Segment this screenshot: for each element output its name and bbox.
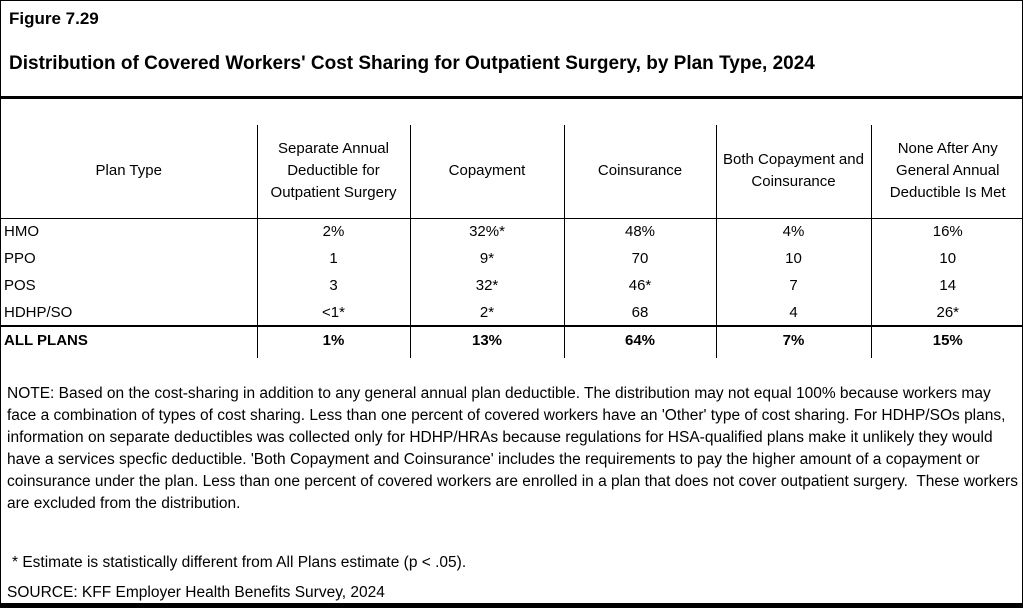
cost-sharing-table: Plan Type Separate Annual Deductible for…: [1, 125, 1022, 358]
table-row-hdhp-so: HDHP/SO <1* 2* 68 4 26*: [1, 299, 1022, 326]
table-tail-row: [1, 353, 1022, 358]
value-cell: 2%: [256, 218, 410, 245]
plan-type-cell: HMO: [4, 223, 39, 241]
value-cell: 32%*: [409, 218, 564, 245]
plan-type-cell: HDHP/SO: [4, 303, 73, 321]
table-row-hmo: HMO 2% 32%* 48% 4% 16%: [1, 218, 1022, 245]
value-cell: 68: [563, 299, 716, 326]
value-cell: 10: [870, 245, 1022, 272]
value-cell: 48%: [563, 218, 716, 245]
table-row-ppo: PPO 1 9* 70 10 10: [1, 245, 1022, 272]
column-header-copayment: Copayment: [409, 125, 564, 219]
column-header-coinsurance: Coinsurance: [563, 125, 716, 219]
value-cell: 46*: [563, 272, 716, 299]
value-cell: 2*: [409, 299, 564, 326]
value-cell: 15%: [870, 325, 1022, 353]
figure-label: Figure 7.29: [9, 9, 99, 28]
source-text: SOURCE: KFF Employer Health Benefits Sur…: [7, 584, 385, 601]
column-header-separate-deductible: Separate Annual Deductible for Outpatien…: [256, 125, 410, 219]
value-cell: 9*: [409, 245, 564, 272]
table-row-all-plans: ALL PLANS 1% 13% 64% 7% 15%: [1, 325, 1022, 353]
column-header-none-after-deductible: None After Any General Annual Deductible…: [870, 125, 1022, 219]
table-header-row: Plan Type Separate Annual Deductible for…: [1, 125, 1022, 219]
value-cell: 7%: [715, 325, 871, 353]
table-row-pos: POS 3 32* 46* 7 14: [1, 272, 1022, 299]
value-cell: 70: [563, 245, 716, 272]
value-cell: 3: [256, 272, 410, 299]
note-text: NOTE: Based on the cost-sharing in addit…: [7, 385, 1023, 512]
column-header-both: Both Copayment and Coinsurance: [715, 125, 871, 219]
value-cell: 32*: [409, 272, 564, 299]
value-cell: 1%: [256, 325, 410, 353]
column-header-plan-type: Plan Type: [1, 125, 257, 219]
value-cell: <1*: [256, 299, 410, 326]
plan-type-cell: ALL PLANS: [1, 325, 257, 353]
title-divider: [1, 96, 1022, 99]
plan-type-cell: POS: [4, 277, 36, 294]
value-cell: 64%: [563, 325, 716, 353]
value-cell: 4: [715, 299, 871, 326]
value-cell: 16%: [870, 218, 1022, 245]
value-cell: 14: [870, 272, 1022, 299]
value-cell: 26*: [870, 299, 1022, 326]
value-cell: 13%: [409, 325, 564, 353]
page-title: Distribution of Covered Workers' Cost Sh…: [9, 53, 815, 74]
value-cell: 4%: [715, 218, 871, 245]
footnote-text: * Estimate is statistically different fr…: [12, 554, 467, 571]
value-cell: 7: [715, 272, 871, 299]
plan-type-cell: PPO: [4, 250, 36, 267]
value-cell: 1: [256, 245, 410, 272]
value-cell: 10: [715, 245, 871, 272]
